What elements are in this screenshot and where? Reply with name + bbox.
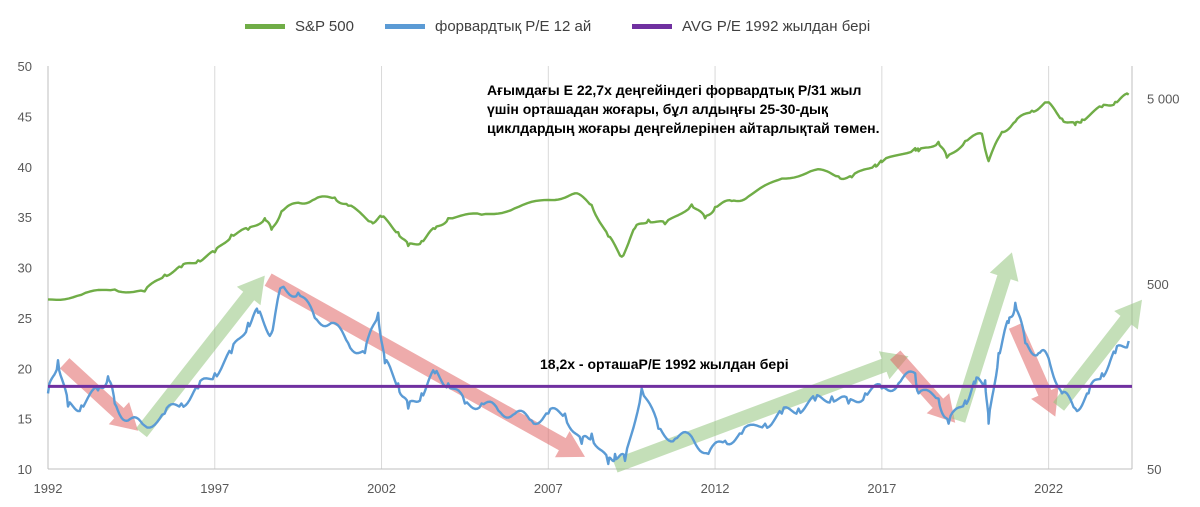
trend-arrow-up-2020 bbox=[951, 252, 1019, 423]
y-left-tick-label-50: 50 bbox=[18, 59, 32, 74]
y-left-tick-label-30: 30 bbox=[18, 261, 32, 276]
legend-label-sp500: S&P 500 bbox=[295, 18, 354, 35]
chart-legend: S&P 500 форвардтық P/E 12 ай AVG P/E 199… bbox=[0, 18, 1200, 42]
y-right-tick-label-50: 50 bbox=[1147, 462, 1161, 477]
y-left-tick-label-15: 15 bbox=[18, 412, 32, 427]
legend-item-forward-pe: форвардтық P/E 12 ай bbox=[385, 18, 591, 35]
y-left-tick-label-10: 10 bbox=[18, 462, 32, 477]
y-left-tick-label-35: 35 bbox=[18, 210, 32, 225]
y-right-tick-label-5000: 5 000 bbox=[1147, 92, 1180, 107]
trend-arrow-up-2009 bbox=[612, 351, 909, 473]
trend-arrow-up-1995 bbox=[135, 275, 265, 438]
legend-swatch-avg-pe bbox=[632, 24, 672, 29]
annotation-average-pe: 18,2х - орташаР/Е 1992 жылдан бері bbox=[540, 356, 789, 372]
x-tick-label-1992: 1992 bbox=[34, 481, 63, 496]
legend-label-forward-pe: форвардтық P/E 12 ай bbox=[435, 18, 592, 35]
x-tick-label-2002: 2002 bbox=[367, 481, 396, 496]
y-left-tick-label-25: 25 bbox=[18, 311, 32, 326]
trend-arrow-up-2023 bbox=[1053, 299, 1142, 411]
legend-label-avg-pe: AVG P/E 1992 жылдан бері bbox=[682, 18, 871, 35]
legend-swatch-forward-pe bbox=[385, 24, 425, 29]
trend-arrow-down-1999 bbox=[264, 273, 585, 458]
y-right-tick-label-500: 500 bbox=[1147, 277, 1169, 292]
trend-arrow-down-2021 bbox=[1008, 323, 1059, 417]
forward-pe-line bbox=[46, 285, 1130, 466]
legend-item-sp500: S&P 500 bbox=[245, 18, 354, 35]
x-tick-label-1997: 1997 bbox=[200, 481, 229, 496]
x-tick-label-2012: 2012 bbox=[701, 481, 730, 496]
y-left-tick-label-45: 45 bbox=[18, 109, 32, 124]
y-left-tick-label-20: 20 bbox=[18, 361, 32, 376]
x-tick-label-2017: 2017 bbox=[867, 481, 896, 496]
sp500-line bbox=[47, 92, 1130, 301]
legend-swatch-sp500 bbox=[245, 24, 285, 29]
annotation-current-pe: Ағымдағы Е 22,7x деңгейіндегі форвардтық… bbox=[487, 82, 880, 136]
y-left-tick-label-40: 40 bbox=[18, 160, 32, 175]
legend-item-avg-pe: AVG P/E 1992 жылдан бері bbox=[632, 18, 870, 35]
x-tick-label-2022: 2022 bbox=[1034, 481, 1063, 496]
x-tick-label-2007: 2007 bbox=[534, 481, 563, 496]
